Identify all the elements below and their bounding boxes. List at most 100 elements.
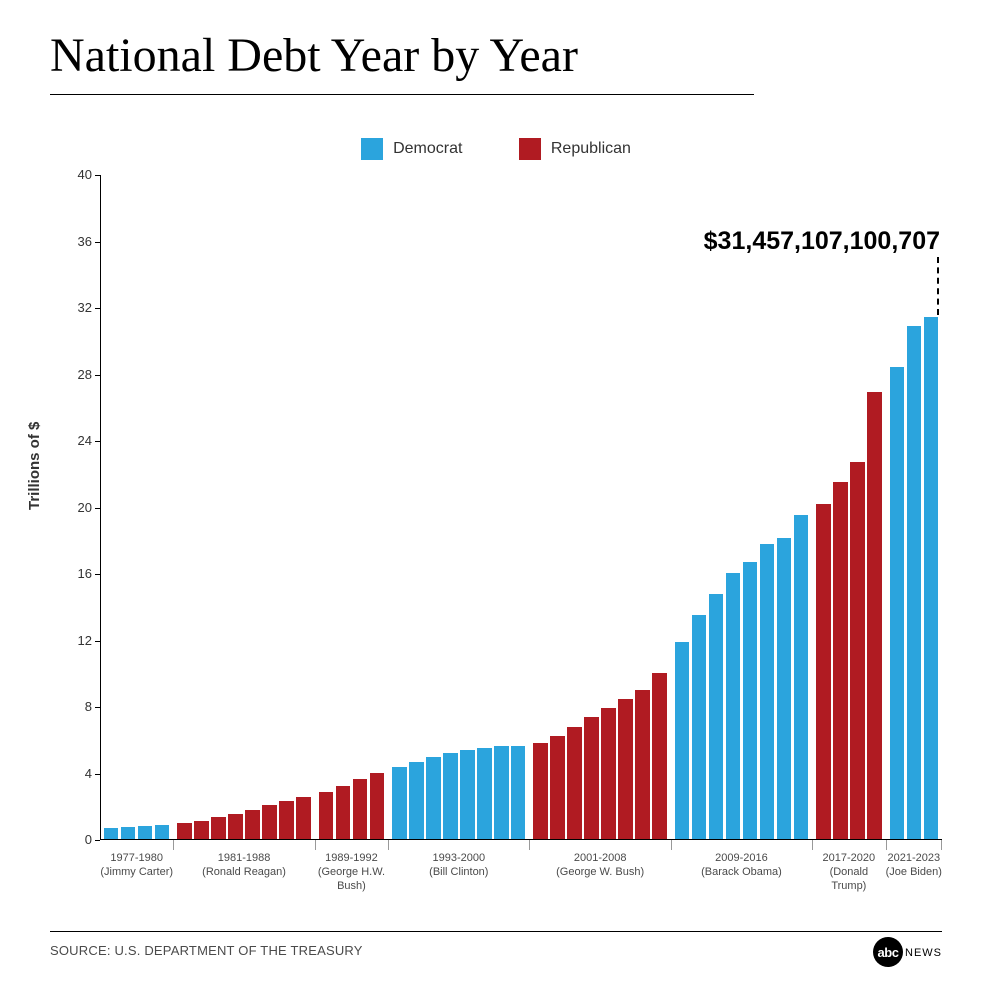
bar [794, 515, 808, 840]
bar [228, 814, 242, 840]
title-underline [50, 94, 754, 95]
ytick-label: 16 [52, 566, 92, 581]
bar [652, 673, 666, 840]
bar [477, 748, 491, 840]
bar [336, 786, 350, 840]
chart-card: National Debt Year by Year Democrat Repu… [0, 0, 992, 992]
bar [833, 482, 847, 840]
bar [618, 699, 632, 840]
ytick-mark [95, 242, 100, 243]
ytick-mark [95, 707, 100, 708]
bar [460, 750, 474, 840]
bar [426, 757, 440, 840]
bar [138, 826, 152, 840]
ytick-label: 40 [52, 167, 92, 182]
bar [907, 326, 921, 840]
group-label: 1981-1988(Ronald Reagan) [173, 852, 314, 880]
legend-label-republican: Republican [551, 140, 631, 158]
ytick-mark [95, 641, 100, 642]
chart-title: National Debt Year by Year [50, 28, 578, 83]
group-label: 1989-1992(George H.W. Bush) [315, 852, 388, 893]
bar [816, 504, 830, 840]
x-axis-line [100, 839, 942, 840]
group-divider [315, 840, 316, 850]
ytick-label: 4 [52, 766, 92, 781]
bar [743, 562, 757, 840]
legend-swatch-democrat [361, 138, 383, 160]
bar [850, 462, 864, 840]
callout-leader-line [937, 257, 939, 315]
bar [692, 615, 706, 840]
bar [194, 821, 208, 840]
ytick-label: 8 [52, 699, 92, 714]
group-divider [886, 840, 887, 850]
bar [409, 762, 423, 840]
ytick-mark [95, 441, 100, 442]
ytick-mark [95, 574, 100, 575]
chart-legend: Democrat Republican [0, 138, 992, 165]
bar [177, 823, 191, 840]
bar [867, 392, 881, 840]
group-divider [388, 840, 389, 850]
bar [890, 367, 904, 840]
ytick-mark [95, 308, 100, 309]
y-axis-line [100, 175, 101, 840]
news-logo: abcNEWS [873, 937, 942, 967]
bar [392, 767, 406, 840]
ytick-mark [95, 774, 100, 775]
group-label: 2001-2008(George W. Bush) [529, 852, 670, 880]
bar [726, 573, 740, 840]
bars-container [100, 175, 942, 840]
ytick-label: 28 [52, 367, 92, 382]
group-divider [173, 840, 174, 850]
group-divider [941, 840, 942, 850]
bar [601, 708, 615, 840]
ytick-mark [95, 175, 100, 176]
bar [924, 317, 938, 840]
ytick-mark [95, 840, 100, 841]
bar [511, 746, 525, 840]
bar [245, 810, 259, 840]
group-label: 1977-1980(Jimmy Carter) [100, 852, 173, 880]
legend-swatch-republican [519, 138, 541, 160]
group-divider [671, 840, 672, 850]
bar [353, 779, 367, 840]
legend-item-democrat: Democrat [361, 138, 462, 160]
ytick-label: 0 [52, 832, 92, 847]
y-axis-label: Trillions of $ [26, 422, 43, 510]
footer-rule [50, 931, 942, 932]
bar [675, 642, 689, 840]
bar [709, 594, 723, 840]
bar [584, 717, 598, 840]
bar [494, 746, 508, 840]
bar [279, 801, 293, 840]
group-divider [529, 840, 530, 850]
ytick-label: 12 [52, 633, 92, 648]
bar [319, 792, 333, 840]
bar [760, 544, 774, 840]
group-label: 2017-2020(Donald Trump) [812, 852, 885, 893]
bar [777, 538, 791, 840]
legend-label-democrat: Democrat [393, 140, 462, 158]
bar [155, 825, 169, 840]
group-label: 2021-2023(Joe Biden) [886, 852, 942, 880]
ytick-label: 32 [52, 300, 92, 315]
bar [211, 817, 225, 840]
group-label: 1993-2000(Bill Clinton) [388, 852, 529, 880]
ytick-mark [95, 508, 100, 509]
callout-value: $31,457,107,100,707 [704, 227, 940, 256]
group-label: 2009-2016(Barack Obama) [671, 852, 812, 880]
plot-area: 04812162024283236401977-1980(Jimmy Carte… [100, 175, 942, 840]
bar [296, 797, 310, 840]
bar [550, 736, 564, 840]
source-text: SOURCE: U.S. DEPARTMENT OF THE TREASURY [50, 943, 363, 958]
logo-suffix: NEWS [905, 947, 942, 959]
bar [567, 727, 581, 840]
bar [262, 805, 276, 840]
bar [443, 753, 457, 840]
ytick-mark [95, 375, 100, 376]
bar [370, 773, 384, 840]
ytick-label: 36 [52, 234, 92, 249]
group-divider [812, 840, 813, 850]
bar [533, 743, 547, 840]
